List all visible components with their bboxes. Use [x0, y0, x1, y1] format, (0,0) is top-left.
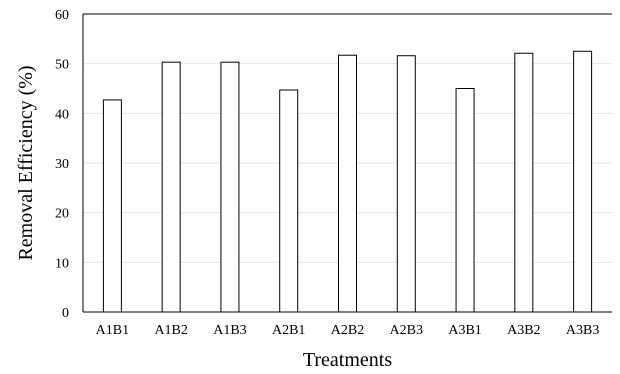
bar-a1b2 [161, 61, 181, 313]
x-tick-label: A2B1 [272, 323, 305, 338]
y-tick-label: 30 [55, 157, 69, 172]
bar-a2b3 [396, 55, 416, 313]
x-axis-title: Treatments [303, 349, 392, 371]
y-tick-labels: 0 10 20 30 40 50 60 [55, 8, 69, 321]
x-tick-label: A3B3 [566, 323, 599, 338]
y-tick-label: 0 [62, 306, 69, 321]
x-tick-label: A2B3 [390, 323, 423, 338]
y-tick-label: 20 [55, 207, 69, 222]
bar-a3b3 [573, 50, 593, 313]
x-tick-label: A1B3 [213, 323, 246, 338]
bar-a1b3 [220, 61, 240, 313]
y-axis-title: Removal Efficiency (%) [15, 65, 37, 260]
bar-a2b1 [279, 89, 299, 313]
axes [82, 13, 612, 313]
bar-series [102, 50, 593, 313]
x-tick-labels: A1B1 A1B2 A1B3 A2B1 A2B2 A2B3 A3B1 A3B2 A3B3 [96, 323, 600, 338]
y-tick-label: 40 [55, 107, 69, 122]
bar-a3b2 [514, 52, 534, 313]
x-tick-label: A1B1 [96, 323, 129, 338]
y-tick-label: 60 [55, 8, 69, 23]
x-tick-label: A1B2 [154, 323, 187, 338]
bar-a2b2 [338, 54, 357, 313]
x-tick-label: A3B1 [448, 323, 481, 338]
y-tick-label: 10 [55, 256, 69, 271]
y-tick-label: 50 [55, 58, 69, 73]
x-tick-label: A3B2 [507, 323, 540, 338]
bar-a3b1 [455, 88, 475, 313]
x-tick-label: A2B2 [331, 323, 364, 338]
bar-a1b1 [102, 99, 122, 313]
